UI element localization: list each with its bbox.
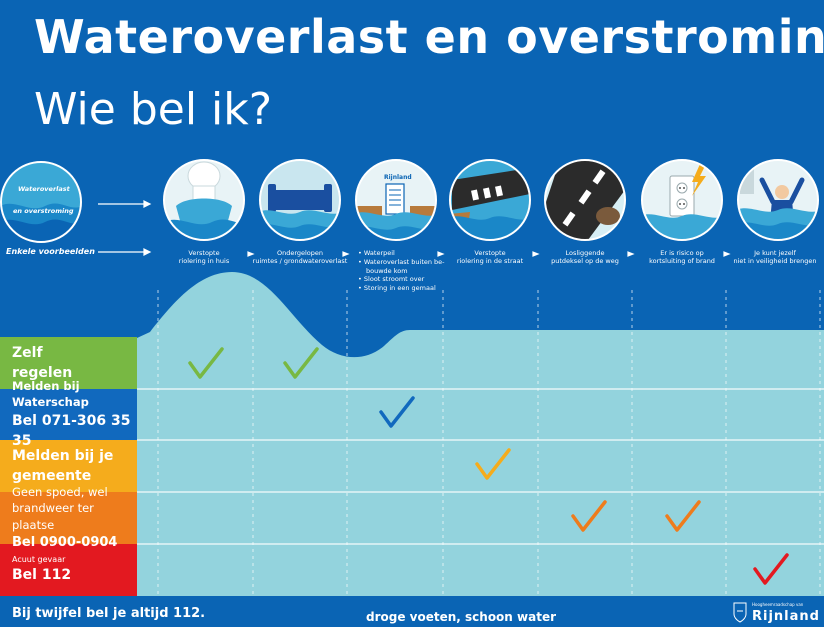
intro-circle-label-1: Wateroverlast bbox=[18, 185, 70, 193]
row-block-waterschap bbox=[0, 389, 137, 440]
examples-label: Enkele voorbeelden bbox=[6, 247, 95, 256]
page-title: Wateroverlast en overstroming bbox=[34, 10, 824, 64]
water-area bbox=[137, 272, 824, 596]
check-mark-icon bbox=[475, 448, 511, 480]
row-label-zelf: Zelf regelen bbox=[12, 344, 73, 381]
row-block-brandweer bbox=[0, 492, 137, 544]
check-mark-icon bbox=[283, 347, 319, 379]
caption-manhole: Losliggende putdeksel op de weg bbox=[551, 249, 619, 266]
caption-drowning: Je kunt jezelf niet in veiligheid brengen bbox=[733, 249, 817, 266]
column-guides bbox=[157, 290, 821, 596]
caption-socket: Er is risico op kortsluiting of brand bbox=[649, 249, 715, 266]
caption-water-level: Waterpeil Wateroverlast buiten be- bouwd… bbox=[358, 249, 450, 293]
row-block-acuut bbox=[0, 544, 137, 596]
check-mark-icon bbox=[571, 500, 607, 532]
row-separators bbox=[137, 388, 824, 545]
check-mark-icon bbox=[188, 347, 224, 379]
caption-flooded-street: Verstopte riolering in de straat bbox=[456, 249, 524, 266]
check-mark-icon bbox=[665, 500, 701, 532]
row-label-gemeente: Melden bij je gemeente bbox=[12, 447, 114, 484]
caption-flooded-room: Ondergelopen ruimtes / grondwateroverlast bbox=[252, 249, 348, 266]
check-mark-icon bbox=[379, 396, 415, 428]
electric-socket-icon bbox=[642, 160, 722, 240]
clogged-toilet-icon bbox=[164, 160, 244, 240]
footer-slogan: droge voeten, schoon water bbox=[366, 610, 557, 624]
rijnland-logo-icon bbox=[733, 602, 747, 623]
row-block-gemeente bbox=[0, 440, 137, 492]
row-label-waterschap: Melden bij Waterschap Bel 071-306 35 35 bbox=[12, 378, 131, 450]
rijnland-circle-label: Rijnland bbox=[384, 174, 412, 181]
manhole-cover-icon bbox=[545, 160, 625, 240]
row-label-brandweer: Geen spoed, wel brandweer ter plaatse Be… bbox=[12, 484, 118, 550]
footer-emergency-text: Bij twijfel bel je altijd 112. bbox=[12, 606, 206, 621]
logo-name: Rijnland bbox=[752, 609, 820, 624]
row-block-zelf bbox=[0, 337, 137, 389]
intro-circle-icon bbox=[1, 162, 81, 242]
check-mark-icon bbox=[753, 553, 789, 585]
page-subtitle: Wie bel ik? bbox=[34, 84, 273, 135]
flow-arrows bbox=[98, 200, 731, 257]
intro-circle-label-2: en overstroming bbox=[13, 207, 74, 215]
row-label-acuut: Acuut gevaar Bel 112 bbox=[12, 555, 72, 584]
footer-strip bbox=[0, 596, 824, 627]
logo-subtitle: Hoogheemraadschap van bbox=[752, 602, 804, 607]
caption-clogged-toilet: Verstopte riolering in huis bbox=[178, 249, 230, 266]
